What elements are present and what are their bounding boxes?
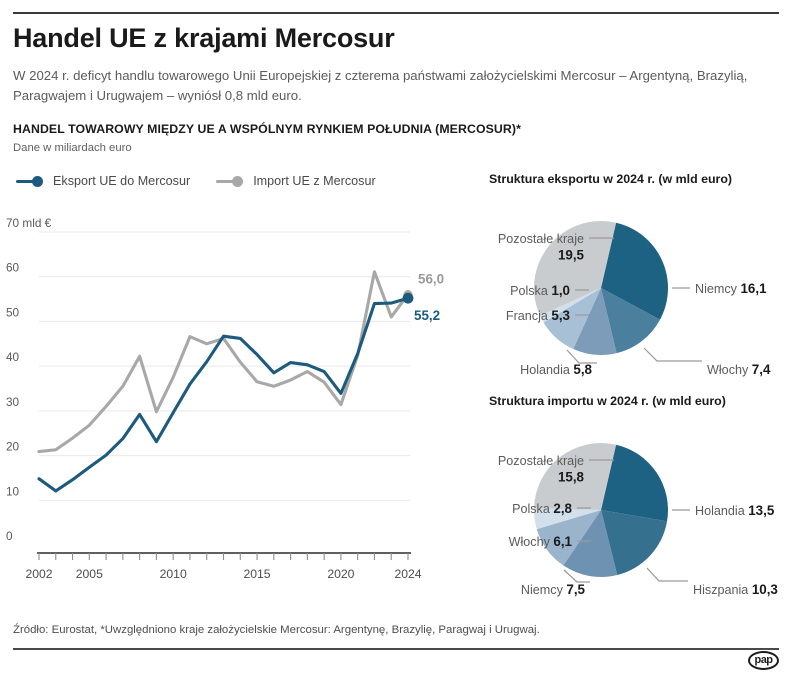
line-chart: 0 10 20 30 40 50 60 70 mld € 2002 2005 2010 2015 202… [0, 208, 472, 600]
y-axis-tick-label: 0 [6, 529, 13, 543]
pie-slice [601, 444, 669, 522]
export-pie-svg: Niemcy 16,1 Włochy 7,4 Holandia 5,8 Francja… [498, 221, 771, 377]
pie-label: Hiszpania 10,3 [646, 567, 778, 597]
import-pie-title: Struktura importu w 2024 r. (w mld euro) [489, 394, 726, 408]
pie-label: Holandia 5,8 [520, 349, 597, 377]
pie-label: Włochy 7,4 [643, 347, 771, 377]
pie-slice [539, 288, 601, 323]
x-axis-tick-label: 2015 [243, 567, 270, 581]
svg-text:Polska 2,8: Polska 2,8 [512, 501, 572, 516]
x-axis-tick-label: 2002 [25, 567, 52, 581]
y-axis-tick-label: 50 [6, 305, 20, 319]
import-pie-block: Struktura importu w 2024 r. (w mld euro)… [489, 394, 792, 602]
pie-label: Polska 2,8 [512, 501, 591, 516]
pie-label: Pozostałe kraje 15,8 [498, 454, 614, 485]
pie-slice [533, 508, 601, 530]
svg-text:Holandia 13,5: Holandia 13,5 [695, 503, 775, 518]
pie-label: Pozostałe kraje 19,5 [498, 232, 614, 263]
x-axis-tick-label: 2005 [76, 567, 103, 581]
export-pie-title: Struktura eksportu w 2024 r. (w mld euro… [489, 172, 733, 186]
svg-text:Niemcy 16,1: Niemcy 16,1 [695, 281, 767, 296]
line-chart-legend: Eksport UE do Mercosur Import UE z Merco… [16, 174, 376, 188]
chart-kicker: HANDEL TOWAROWY MIĘDZY UE A WSPÓLNYM RYN… [13, 122, 521, 136]
chart-subtitle: Dane w miliardach euro [13, 142, 132, 154]
legend-item-export: Eksport UE do Mercosur [16, 174, 190, 188]
pie-slice [534, 221, 617, 316]
x-axis-tick-label: 2024 [394, 567, 421, 581]
legend-marker-line-dot-icon [16, 175, 46, 187]
pie-slice [601, 222, 668, 320]
pie-label: Holandia 13,5 [672, 503, 775, 518]
export-pie-block: Struktura eksportu w 2024 r. (w mld euro… [489, 172, 792, 380]
svg-text:Polska 1,0: Polska 1,0 [510, 283, 570, 298]
line-chart-svg: 0 10 20 30 40 50 60 70 mld € 2002 2005 2010 2015 202… [6, 216, 444, 581]
pie-slice [563, 510, 618, 578]
svg-text:Hiszpania 10,3: Hiszpania 10,3 [693, 582, 778, 597]
pap-logo-text: pap [754, 654, 773, 666]
svg-text:Francja 5,3: Francja 5,3 [506, 308, 570, 323]
legend-marker-line-dot-icon [216, 175, 246, 187]
pie-label: Niemcy 7,5 [521, 569, 590, 597]
legend-label-export: Eksport UE do Mercosur [53, 174, 191, 188]
x-axis-tick-label: 2020 [327, 567, 354, 581]
svg-text:Holandia 5,8: Holandia 5,8 [520, 362, 592, 377]
pie-slice [536, 510, 601, 566]
pie-slice [601, 288, 661, 354]
export-end-value-label: 55,2 [414, 308, 440, 323]
legend-label-import: Import UE z Mercosur [253, 174, 376, 188]
bottom-divider [13, 648, 779, 650]
page-standfirst: W 2024 r. deficyt handlu towarowego Unii… [13, 68, 748, 103]
import-pie-svg: Holandia 13,5 Hiszpania 10,3 Niemcy 7,5 Wło… [498, 443, 778, 597]
svg-text:Włochy 7,4: Włochy 7,4 [707, 362, 771, 377]
top-divider [13, 12, 779, 14]
line-series-export [37, 296, 410, 493]
pie-label: Włochy 6,1 [509, 534, 591, 549]
pie-label: Niemcy 16,1 [672, 281, 767, 296]
y-axis-tick-label: 40 [6, 350, 20, 364]
y-axis-tick-label: 20 [6, 440, 20, 454]
pie-label: Polska 1,0 [510, 283, 589, 298]
pie-label: Francja 5,3 [506, 308, 589, 323]
source-note: Źródło: Eurostat, *Uwzględniono kraje za… [13, 624, 540, 636]
y-axis-tick-label: 10 [6, 484, 20, 498]
svg-text:Niemcy 7,5: Niemcy 7,5 [521, 582, 586, 597]
x-axis-tick-label: 2010 [160, 567, 187, 581]
pap-logo: pap [748, 651, 779, 670]
export-end-marker [402, 292, 414, 304]
pie-slice [601, 510, 668, 576]
y-axis-tick-label: 60 [6, 261, 20, 275]
pie-slice [543, 288, 601, 349]
pie-slice [573, 288, 617, 356]
y-axis-tick-label: 70 mld € [6, 216, 52, 230]
y-axis-tick-label: 30 [6, 395, 20, 409]
import-end-value-label: 56,0 [418, 272, 444, 287]
legend-item-import: Import UE z Mercosur [216, 174, 376, 188]
page-title: Handel UE z krajami Mercosur [13, 23, 395, 53]
svg-text:Włochy 6,1: Włochy 6,1 [509, 534, 573, 549]
